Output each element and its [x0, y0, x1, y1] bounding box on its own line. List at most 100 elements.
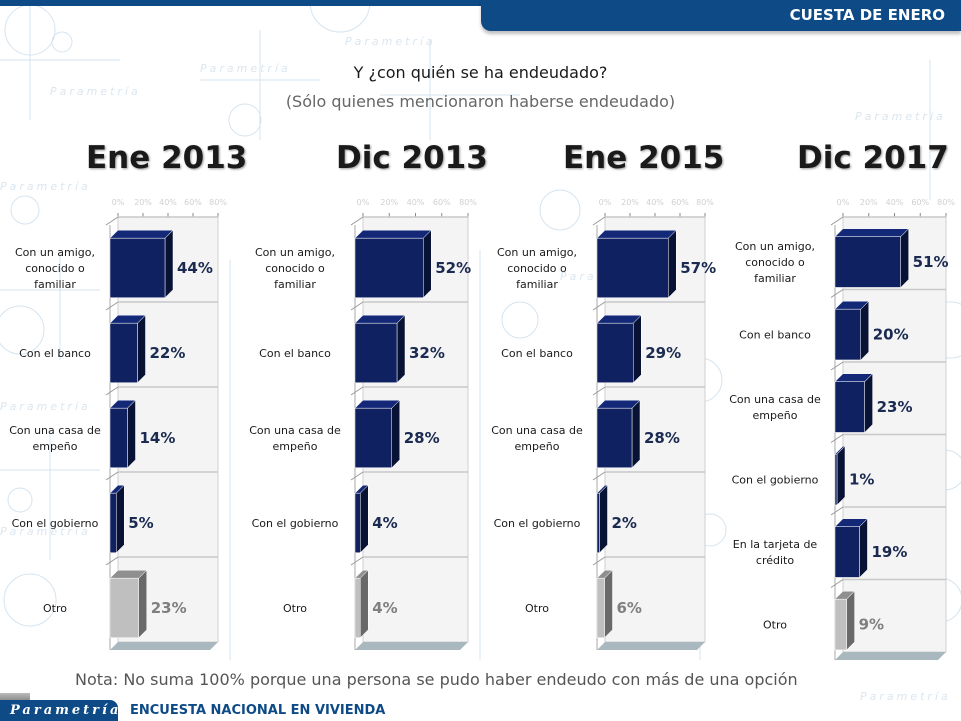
category-label: Con un amigo,	[497, 246, 577, 259]
bar	[834, 300, 870, 361]
chart-ene-2013: 0% 20% 40% 60% 80% 44% Con un amigo, conocido o…	[9, 198, 227, 650]
data-label: 32%	[409, 344, 445, 362]
bar	[109, 314, 147, 384]
x-tick-label: 60%	[184, 198, 202, 207]
category-label: Con una casa de	[9, 424, 101, 437]
x-tick-label: 0%	[837, 198, 850, 207]
bar-side-face	[164, 229, 174, 299]
question-subtitle: (Sólo quienes mencionaron haberse endeud…	[285, 92, 676, 111]
category-label: Con el gobierno	[12, 517, 99, 530]
bar-side-face	[633, 314, 642, 384]
row-gridline-slant	[350, 471, 364, 481]
bar	[834, 228, 910, 289]
footer-logo-shadow	[0, 693, 30, 701]
data-label: 52%	[435, 259, 471, 277]
x-tick-label: 40%	[407, 198, 425, 207]
footer-survey-title: ENCUESTA NACIONAL EN VIVIENDA	[130, 703, 386, 718]
bar	[354, 399, 401, 469]
category-label: Con un amigo,	[15, 246, 95, 259]
top-accent-line	[0, 0, 481, 6]
data-label: 4%	[372, 599, 397, 617]
question-title: Y ¿con quién se ha endeudado?	[353, 63, 608, 82]
svg-text:Parametría: Parametría	[860, 690, 951, 703]
category-label: conocido o	[745, 256, 805, 269]
data-label: 44%	[177, 259, 213, 277]
data-label: 57%	[680, 259, 716, 277]
category-label: empeño	[515, 440, 560, 453]
category-label: Con una casa de	[249, 424, 341, 437]
category-label: empeño	[753, 409, 798, 422]
category-label: conocido o	[507, 262, 567, 275]
category-label: Con una casa de	[491, 424, 583, 437]
bar	[834, 445, 846, 506]
bar-front-face	[109, 407, 128, 468]
bar-top-face	[354, 229, 432, 239]
bar-top-face	[354, 314, 406, 324]
bar-front-face	[834, 236, 901, 288]
row-gridline-slant	[592, 301, 606, 311]
plot-floor	[355, 642, 468, 650]
bar	[354, 569, 369, 639]
plot-floor	[835, 652, 946, 660]
bar-side-face	[668, 229, 677, 299]
bar-front-face	[109, 577, 139, 638]
bar-side-face	[900, 228, 909, 289]
bar	[596, 484, 609, 554]
bar-front-face	[354, 237, 424, 298]
category-label: Otro	[283, 602, 307, 615]
chart-dic-2013: 0% 20% 40% 60% 80% 52% Con un amigo, conocido o…	[249, 198, 477, 650]
category-label: Con el banco	[501, 347, 573, 360]
bar	[596, 399, 641, 469]
x-tick-label: 60%	[433, 198, 451, 207]
x-tick-label: 80%	[209, 198, 227, 207]
data-label: 19%	[871, 543, 907, 561]
row-gridline-slant	[830, 361, 844, 371]
category-label: conocido o	[265, 262, 325, 275]
category-label: empeño	[273, 440, 318, 453]
bar-top-face	[109, 229, 174, 239]
row-gridline-slant	[592, 556, 606, 566]
data-label: 2%	[612, 514, 637, 532]
category-label: Con el banco	[259, 347, 331, 360]
row-gridline-slant	[830, 434, 844, 443]
data-label: 20%	[873, 326, 909, 344]
bar-side-face	[846, 590, 855, 651]
bar-side-face	[396, 314, 406, 384]
data-label: 28%	[644, 429, 680, 447]
bar-side-face	[423, 229, 432, 299]
data-label: 23%	[151, 599, 187, 617]
x-tick-label: 20%	[860, 198, 878, 207]
period-title-ene-2013: Ene 2013	[86, 140, 248, 176]
bar-side-face	[360, 569, 369, 639]
bar	[109, 569, 148, 639]
footer-logo: Parametría	[0, 700, 118, 721]
plot-floor	[110, 642, 218, 650]
bar-side-face	[360, 484, 369, 554]
section-title: CUESTA DE ENERO	[789, 6, 945, 24]
bar-side-face	[116, 484, 125, 554]
category-label: Con el gobierno	[252, 517, 339, 530]
bar-side-face	[599, 484, 608, 554]
bar	[596, 569, 614, 639]
bar	[354, 484, 369, 554]
x-tick-label: 0%	[599, 198, 612, 207]
category-label: Con un amigo,	[255, 246, 335, 259]
category-label: Con el gobierno	[732, 474, 819, 487]
bar	[109, 484, 125, 554]
row-gridline-slant	[830, 216, 844, 226]
footnote: Nota: No suma 100% porque una persona se…	[75, 670, 798, 689]
data-label: 51%	[913, 253, 949, 271]
bar-side-face	[604, 569, 613, 639]
data-label: 6%	[617, 599, 642, 617]
x-tick-label: 80%	[696, 198, 714, 207]
row-gridline-slant	[105, 556, 119, 566]
bar-front-face	[109, 237, 166, 298]
category-label: familiar	[754, 272, 796, 285]
section-header: CUESTA DE ENERO	[481, 0, 961, 31]
period-title-dic-2017: Dic 2017	[797, 140, 949, 176]
bar-front-face	[354, 322, 398, 383]
bar	[834, 518, 869, 579]
data-label: 9%	[859, 616, 884, 634]
bar	[596, 314, 642, 384]
chart-ene-2015: 0% 20% 40% 60% 80% 57% Con un amigo, conocido o…	[491, 198, 716, 650]
